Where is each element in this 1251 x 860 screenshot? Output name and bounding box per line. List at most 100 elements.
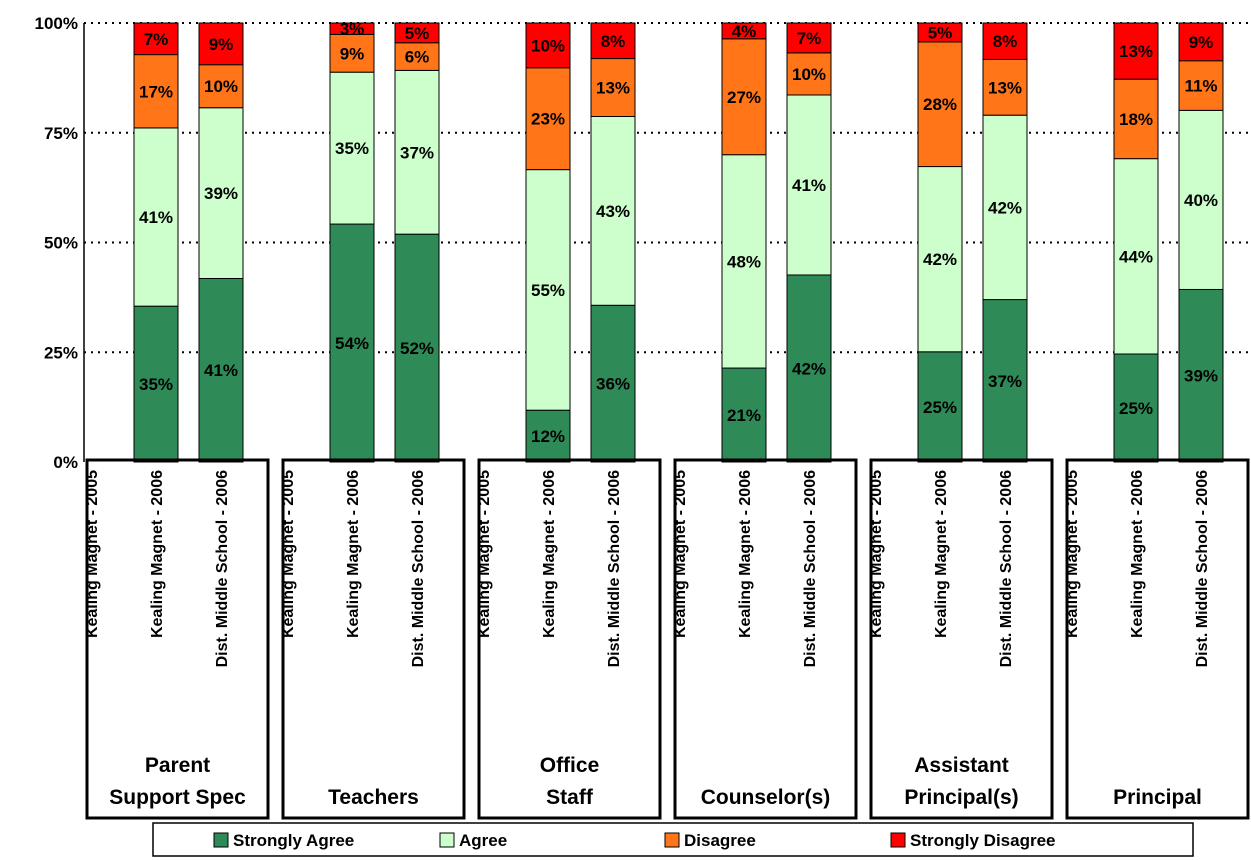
y-tick-label: 25%	[44, 343, 78, 362]
data-label: 41%	[792, 176, 826, 195]
bar-segment	[1178, 109, 1224, 290]
data-label: 3%	[340, 20, 365, 39]
data-label: 37%	[400, 143, 434, 162]
legend-swatch	[439, 832, 455, 848]
data-label: 35%	[335, 139, 369, 158]
bar-segment	[329, 71, 375, 225]
data-label: 48%	[727, 252, 761, 271]
bar-segment	[394, 69, 440, 235]
bar-segment	[786, 22, 832, 54]
bar-segment	[1113, 78, 1159, 160]
group-label: Parent	[145, 754, 210, 777]
bar-segment	[133, 54, 179, 129]
gridlines	[84, 22, 1248, 354]
bar-segment	[917, 41, 963, 168]
bar-segment	[982, 22, 1028, 60]
category-label: Kealing Magnet - 2006	[345, 470, 362, 638]
bar-segment	[198, 107, 244, 279]
data-label: 13%	[596, 79, 630, 98]
data-label: 21%	[727, 406, 761, 425]
bar-segment	[721, 38, 767, 156]
bar-segment	[721, 22, 767, 40]
bar-segment	[1113, 22, 1159, 80]
data-label: 6%	[405, 48, 430, 67]
y-tick-label: 75%	[44, 124, 78, 143]
data-label: 13%	[988, 78, 1022, 97]
data-label: 28%	[923, 95, 957, 114]
legend: Strongly Agree Agree Disagree Strongly Disa…	[152, 822, 1194, 857]
bar-segment	[525, 22, 571, 69]
data-label: 27%	[727, 88, 761, 107]
bar-segment	[198, 22, 244, 66]
data-label: 43%	[596, 202, 630, 221]
data-label: 17%	[139, 82, 173, 101]
data-label: 9%	[340, 44, 365, 63]
bar-segment	[982, 58, 1028, 116]
category-label: Dist. Middle School - 2006	[214, 470, 231, 667]
bar-segment	[786, 274, 832, 463]
bar-segment	[329, 22, 375, 35]
bar-segment	[1178, 288, 1224, 463]
category-label: Kealing Magnet - 2006	[541, 470, 558, 638]
data-label: 42%	[923, 250, 957, 269]
bar-segment	[917, 351, 963, 463]
category-group-box	[869, 458, 1054, 820]
bar-segment	[133, 127, 179, 307]
data-label: 5%	[928, 23, 953, 42]
bar-segment	[1113, 158, 1159, 355]
data-label: 25%	[1119, 399, 1153, 418]
data-label: 12%	[531, 427, 565, 446]
bar-segment	[786, 52, 832, 96]
category-label: Kealing Magnet - 2005	[84, 470, 101, 638]
data-label: 35%	[139, 375, 173, 394]
category-label: Kealing Magnet - 2005	[672, 470, 689, 638]
bar-segment	[525, 67, 571, 171]
category-group-box	[1065, 458, 1250, 820]
legend-swatch	[213, 832, 229, 848]
data-label: 44%	[1119, 247, 1153, 266]
y-axis: 0% 25% 50% 75% 100%	[35, 14, 85, 472]
category-label: Kealing Magnet - 2005	[1064, 470, 1081, 638]
legend-swatch	[664, 832, 680, 848]
legend-swatch	[890, 832, 906, 848]
category-label: Dist. Middle School - 2006	[802, 470, 819, 667]
bar-segment	[198, 64, 244, 109]
category-label: Kealing Magnet - 2005	[868, 470, 885, 638]
data-label: 36%	[596, 375, 630, 394]
data-label: 37%	[988, 372, 1022, 391]
category-group-box	[673, 458, 858, 820]
data-label: 5%	[405, 24, 430, 43]
data-label: 13%	[1119, 42, 1153, 61]
bar-segment	[982, 299, 1028, 463]
category-label: Dist. Middle School - 2006	[606, 470, 623, 667]
bar-segment	[1113, 353, 1159, 463]
bar-segment	[590, 58, 636, 118]
data-label: 7%	[797, 29, 822, 48]
bar-segment	[394, 233, 440, 463]
bar-segment	[394, 22, 440, 44]
data-label: 11%	[1184, 77, 1217, 96]
bar-segment	[786, 94, 832, 276]
data-label: 8%	[601, 32, 626, 51]
category-groups: Kealing Magnet - 2005 Kealing Magnet - 20…	[84, 458, 1250, 820]
data-label: 10%	[792, 65, 826, 84]
data-label: 55%	[531, 281, 565, 300]
bar-segment	[917, 166, 963, 353]
data-label: 40%	[1184, 191, 1218, 210]
category-label: Dist. Middle School - 2006	[998, 470, 1015, 667]
data-label: 41%	[139, 208, 173, 227]
data-label: 39%	[204, 184, 238, 203]
group-label: Office	[540, 754, 600, 777]
data-label: 7%	[144, 30, 169, 49]
category-label: Kealing Magnet - 2006	[1129, 470, 1146, 638]
bar-segment	[721, 154, 767, 369]
legend-label: Disagree	[684, 831, 756, 850]
data-label: 23%	[531, 110, 565, 129]
data-label: 10%	[204, 77, 238, 96]
bar-segment	[590, 22, 636, 60]
data-label: 10%	[531, 36, 565, 55]
group-label: Teachers	[328, 786, 419, 809]
bar-segment	[721, 367, 767, 463]
category-group-box	[281, 458, 466, 820]
category-group-box	[85, 458, 270, 820]
